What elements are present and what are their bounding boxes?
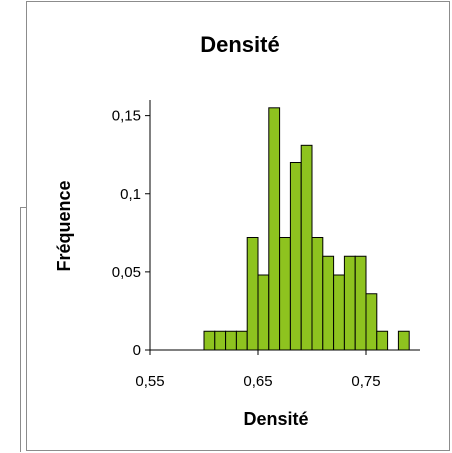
x-tick-label: 0,75 [351, 373, 380, 390]
chart-title: Densité [200, 32, 279, 57]
y-tick-label: 0 [133, 342, 141, 359]
histogram-bar [365, 293, 378, 351]
histogram-bar [376, 330, 389, 351]
histogram-bar [333, 274, 345, 351]
x-tick-label: 0,65 [243, 373, 272, 390]
histogram-bar [235, 330, 248, 351]
histogram-bar [343, 255, 356, 351]
histogram-bar [225, 330, 237, 351]
histogram-bar [300, 144, 313, 351]
y-tick-label: 0,15 [112, 108, 141, 125]
x-tick-label: 0,55 [135, 373, 164, 390]
histogram-bar [289, 162, 302, 351]
histogram-bar [322, 255, 335, 351]
histogram-bar [246, 237, 259, 351]
y-tick-label: 0,05 [112, 264, 141, 281]
histogram-bar [397, 330, 410, 351]
histogram-bar [214, 330, 227, 351]
histogram-bar [354, 255, 367, 351]
y-ticks-group: 0 0,05 0,1 0,15 [112, 108, 150, 359]
histogram-bar [257, 274, 270, 351]
bars-group [203, 107, 410, 351]
histogram-bar [268, 107, 281, 351]
histogram-bar [279, 237, 291, 351]
chart-frame [26, 1, 450, 451]
x-axis-title: Densité [243, 409, 308, 429]
histogram-bar [311, 237, 324, 351]
histogram-bar [203, 330, 216, 351]
x-ticks-group: 0,55 0,65 0,75 [135, 350, 381, 390]
y-tick-label: 0,1 [120, 186, 141, 203]
y-axis-title: Fréquence [54, 180, 74, 271]
